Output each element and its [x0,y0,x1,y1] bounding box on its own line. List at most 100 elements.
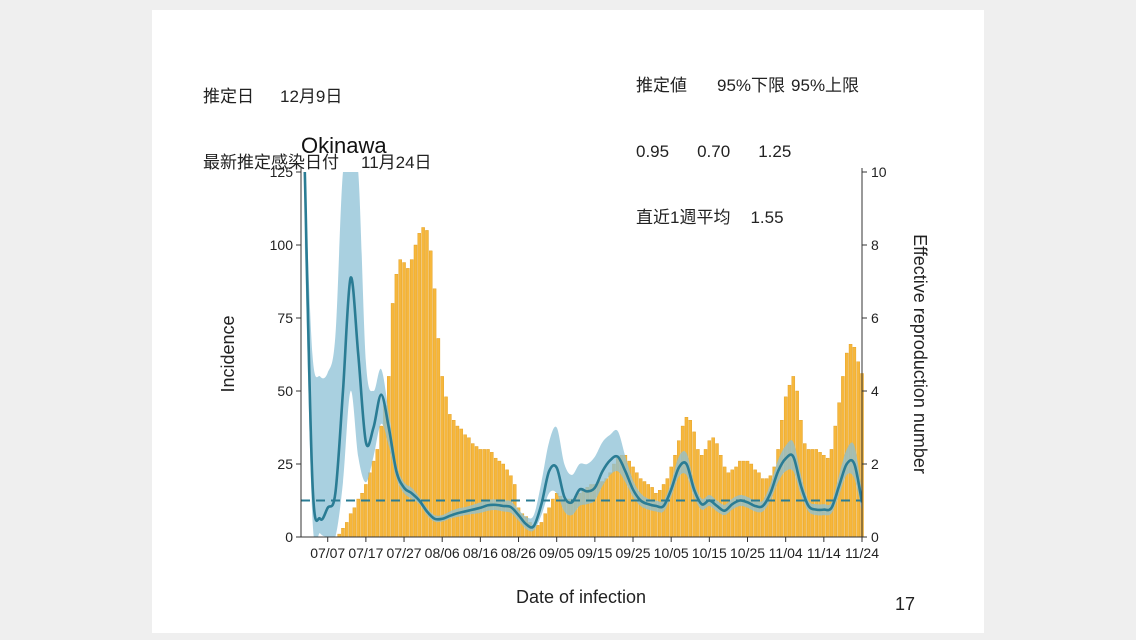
incidence-bar [638,478,643,538]
chart-title: Okinawa [301,133,387,158]
incidence-bar [341,528,345,538]
incidence-bar [680,425,685,538]
latest-infection-label: 最新推定感染日付 [203,153,339,172]
y-right-tick-label: 0 [871,529,879,545]
incidence-bar [707,440,712,538]
incidence-bar [425,230,429,538]
incidence-bar [719,455,723,538]
estimate-date-block: 推定日 12月9日 最新推定感染日付 11月24日 [203,42,432,196]
incidence-bar [822,455,826,538]
lower-value: 0.70 [697,142,731,161]
y-tick-label: 100 [270,237,294,253]
incidence-bar [402,262,406,538]
y-tick-label: 50 [277,383,293,399]
upper-header: 95%上限 [791,76,860,95]
x-tick-label: 08/16 [463,545,498,561]
incidence-bar [471,443,475,538]
incidence-bar [551,498,555,538]
incidence-bar [387,376,391,538]
incidence-bar [543,513,547,538]
incidence-bar [646,484,651,538]
x-tick-label: 10/25 [730,545,765,561]
y-tick-label: 0 [285,529,293,545]
incidence-bar [631,466,635,538]
y-right-tick-label: 6 [871,310,879,326]
incidence-bar [841,376,845,538]
incidence-bar [463,434,467,538]
rt-estimate-line [303,172,862,529]
x-tick-label: 10/05 [654,545,689,561]
incidence-bar [486,449,490,538]
estimate-values-block: 推定値 95%下限 95%上限 0.95 0.70 1.25 直近1週平均 1.55 [636,31,859,251]
x-tick-label: 11/14 [807,545,841,561]
x-tick-label: 10/15 [692,545,727,561]
incidence-bar [348,513,353,538]
incidence-bar [429,250,433,538]
y-right-tick-label: 2 [871,456,879,472]
incidence-bar [658,490,662,538]
incidence-bar [539,522,544,538]
incidence-bar [806,449,811,538]
x-tick-label: 11/24 [845,545,879,561]
incidence-bar [856,361,860,538]
incidence-bar [432,288,437,538]
incidence-bar [371,460,376,538]
estimate-header: 推定値 [636,76,687,95]
x-tick-label: 09/25 [615,545,650,561]
incidence-bar [547,507,551,538]
x-tick-label: 07/17 [348,545,383,561]
incidence-bar [665,478,670,538]
x-tick-label: 09/05 [539,545,574,561]
incidence-bar [845,352,849,538]
y-right-tick-label: 4 [871,383,879,399]
incidence-bar [818,452,822,538]
upper-value: 1.25 [758,142,792,161]
incidence-bar [478,449,483,538]
x-tick-label: 07/27 [387,545,422,561]
incidence-bar [642,481,647,538]
incidence-bar [398,259,402,538]
incidence-bar [829,449,834,538]
incidence-bar [608,472,612,538]
page-number: 17 [895,594,916,614]
incidence-bar [493,457,498,538]
incidence-bar [604,478,609,538]
incidence-bar [367,472,372,538]
incidence-bar [703,449,708,538]
incidence-bar [722,466,727,538]
incidence-bar [459,428,464,538]
lower-header: 95%下限 [717,76,786,95]
incidence-bar [833,425,838,538]
x-tick-label: 09/15 [577,545,612,561]
y-tick-label: 25 [277,456,293,472]
y-right-tick-label: 8 [871,237,879,253]
weekly-avg-value: 1.55 [750,208,784,227]
incidence-bar [467,437,471,538]
estimate-date-value: 12月9日 [280,87,343,106]
incidence-bar [825,457,830,538]
incidence-bar [600,481,605,538]
incidence-bar [711,437,715,538]
incidence-bar [535,525,540,538]
incidence-bar [497,460,502,538]
estimate-date-label: 推定日 [203,87,254,106]
estimate-value: 0.95 [636,142,670,161]
incidence-bar [684,417,689,538]
y-tick-label: 75 [277,310,293,326]
y-axis-right-label: Effective reproduction number [910,234,930,474]
incidence-bar [814,449,818,538]
incidence-bar [364,484,368,538]
incidence-bar [345,522,349,538]
incidence-bar [650,487,654,538]
incidence-bar [837,402,841,538]
incidence-bar [810,449,815,538]
incidence-bar [417,233,422,538]
incidence-bar [474,446,479,538]
incidence-bar [352,507,357,538]
incidence-bar [852,347,857,538]
x-tick-label: 08/26 [501,545,536,561]
incidence-bar [482,449,486,538]
incidence-bar [780,420,784,538]
incidence-bar [455,425,460,538]
